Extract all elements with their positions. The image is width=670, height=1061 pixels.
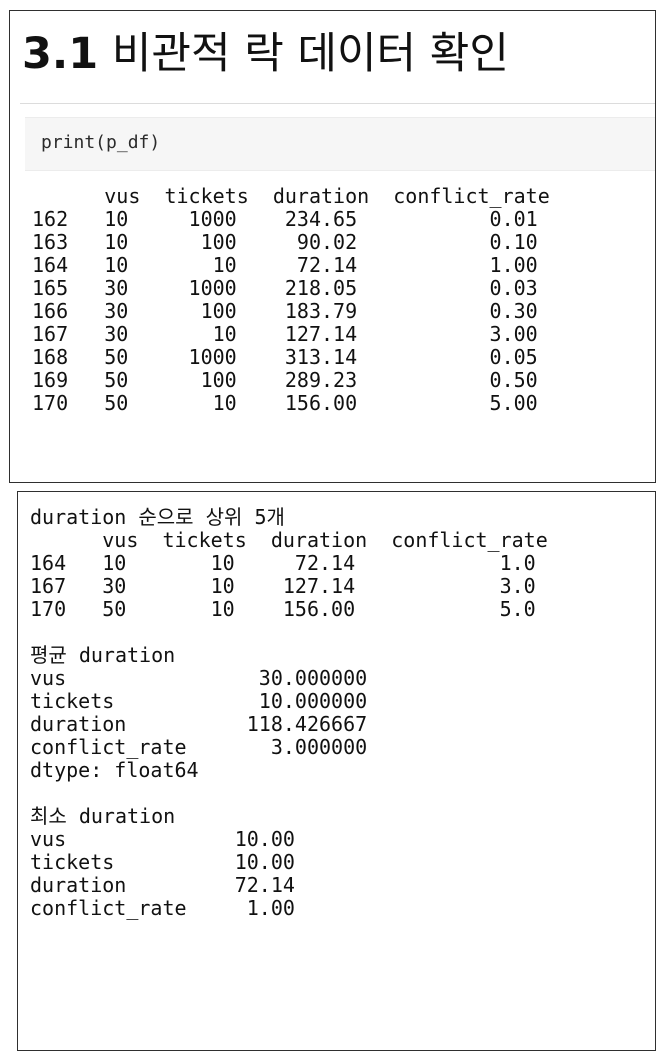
console-output-panel: duration 순으로 상위 5개 vus tickets duration … [17, 491, 656, 1051]
output-line: vus tickets duration conflict_rate [30, 528, 548, 552]
output-line: 169 50 100 289.23 0.50 [32, 368, 538, 392]
output-line: 162 10 1000 234.65 0.01 [32, 207, 538, 231]
output-line: 170 50 10 156.00 5.00 [32, 391, 538, 415]
section-number: 3.1 [22, 29, 99, 79]
output-line: tickets 10.00 [30, 850, 295, 874]
output-line: tickets 10.000000 [30, 689, 368, 713]
output-line: 164 10 10 72.14 1.0 [30, 551, 536, 575]
code-cell[interactable]: print(p_df) [25, 117, 655, 171]
output-line: duration 118.426667 [30, 712, 368, 736]
output-line: 167 30 10 127.14 3.0 [30, 574, 536, 598]
output-line: vus 30.000000 [30, 666, 368, 690]
console-output: duration 순으로 상위 5개 vus tickets duration … [30, 506, 548, 920]
output-line: 170 50 10 156.00 5.0 [30, 597, 536, 621]
output-line: dtype: float64 [30, 758, 199, 782]
section-title: 비관적 락 데이터 확인 [111, 29, 509, 79]
output-line: 평균 duration [30, 643, 176, 667]
output-line: conflict_rate 1.00 [30, 896, 295, 920]
output-line: vus tickets duration conflict_rate [32, 184, 550, 208]
output-line: 168 50 1000 313.14 0.05 [32, 345, 538, 369]
output-line: duration 순으로 상위 5개 [30, 505, 285, 529]
output-line: conflict_rate 3.000000 [30, 735, 368, 759]
output-line: 166 30 100 183.79 0.30 [32, 299, 538, 323]
output-line: 최소 duration [30, 804, 176, 828]
section-heading: 3.1 비관적 락 데이터 확인 [22, 28, 509, 80]
code-text[interactable]: print(p_df) [41, 132, 161, 153]
heading-divider [20, 103, 655, 104]
dataframe-output: vus tickets duration conflict_rate 162 1… [32, 185, 550, 415]
output-line: 167 30 10 127.14 3.00 [32, 322, 538, 346]
notebook-cell-panel: 3.1 비관적 락 데이터 확인 print(p_df) vus tickets… [9, 10, 656, 483]
output-line: 163 10 100 90.02 0.10 [32, 230, 538, 254]
output-line: 164 10 10 72.14 1.00 [32, 253, 538, 277]
output-line: 165 30 1000 218.05 0.03 [32, 276, 538, 300]
output-line: duration 72.14 [30, 873, 295, 897]
output-line: vus 10.00 [30, 827, 295, 851]
